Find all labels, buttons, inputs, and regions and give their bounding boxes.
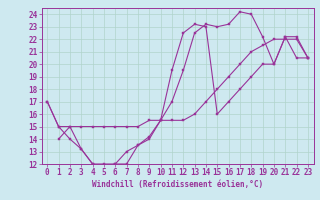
X-axis label: Windchill (Refroidissement éolien,°C): Windchill (Refroidissement éolien,°C): [92, 180, 263, 189]
